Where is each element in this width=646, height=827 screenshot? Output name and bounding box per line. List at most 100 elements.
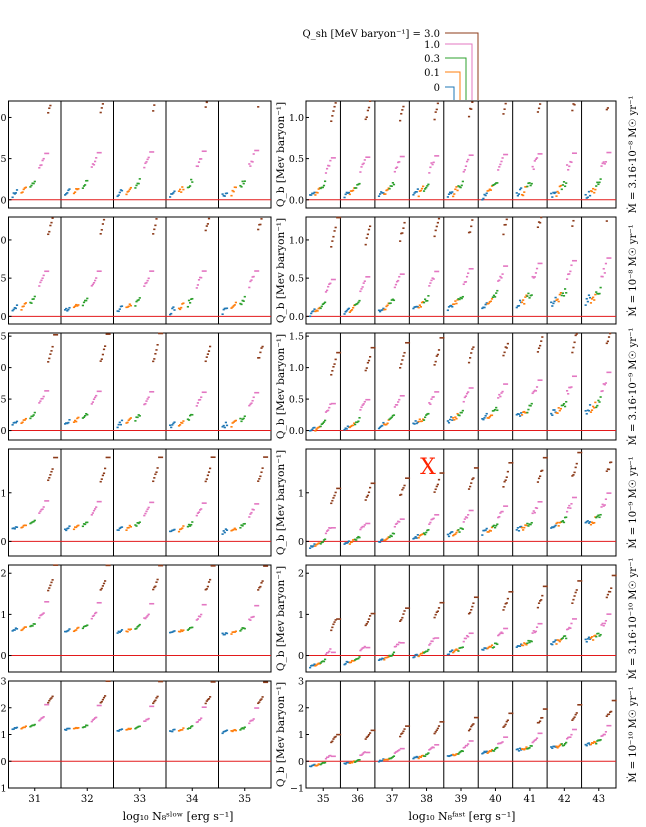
data-point xyxy=(134,187,137,189)
data-point xyxy=(40,279,43,282)
data-point xyxy=(92,614,96,617)
data-point xyxy=(571,351,574,354)
data-point xyxy=(533,276,536,278)
data-point xyxy=(68,419,71,421)
data-point xyxy=(72,306,76,309)
data-point xyxy=(146,279,149,282)
data-point xyxy=(522,194,525,197)
data-point xyxy=(243,180,246,182)
data-point xyxy=(461,295,464,298)
data-point xyxy=(66,422,69,425)
data-point xyxy=(199,615,202,618)
data-point xyxy=(362,282,365,284)
data-point xyxy=(534,272,538,274)
data-point xyxy=(171,424,174,426)
data-point xyxy=(134,524,137,526)
data-point xyxy=(86,179,89,182)
data-point xyxy=(395,750,399,753)
data-point xyxy=(42,612,45,614)
data-point xyxy=(530,182,533,185)
data-point xyxy=(92,281,96,284)
data-point xyxy=(569,627,572,629)
x-tick-label: 40 xyxy=(489,794,502,805)
data-point xyxy=(21,421,24,424)
data-point xyxy=(361,404,364,406)
data-point xyxy=(592,405,595,408)
data-point xyxy=(144,162,147,165)
data-point xyxy=(506,597,509,600)
data-point xyxy=(393,525,396,528)
data-point xyxy=(428,402,431,404)
data-point xyxy=(72,421,76,423)
data-point xyxy=(401,109,404,111)
data-point xyxy=(495,292,498,294)
data-point xyxy=(391,298,394,301)
data-point xyxy=(523,748,526,751)
data-point xyxy=(496,409,499,412)
data-point xyxy=(531,275,534,278)
data-point xyxy=(242,300,245,302)
data-point xyxy=(439,721,445,723)
data-point xyxy=(118,728,121,731)
data-point xyxy=(104,580,107,582)
data-point xyxy=(468,387,474,389)
data-point xyxy=(86,624,89,627)
data-point xyxy=(565,278,569,280)
data-point xyxy=(370,346,376,349)
data-point xyxy=(590,298,594,300)
data-point xyxy=(51,695,54,698)
data-point xyxy=(439,472,445,474)
data-point xyxy=(75,629,78,631)
data-point xyxy=(417,655,420,658)
data-point xyxy=(195,405,198,407)
y-tick-label: 2 xyxy=(298,569,304,580)
data-point xyxy=(508,462,514,464)
data-point xyxy=(210,681,216,683)
data-point xyxy=(324,291,328,293)
data-point xyxy=(324,172,328,174)
data-point xyxy=(363,400,366,403)
data-point xyxy=(231,422,234,424)
data-point xyxy=(145,616,148,618)
data-point xyxy=(310,429,313,432)
data-point xyxy=(464,165,468,168)
data-point xyxy=(204,702,207,705)
data-point xyxy=(432,396,435,398)
y-tick-label: 0.5 xyxy=(289,274,304,285)
data-point xyxy=(117,630,120,633)
data-point xyxy=(468,154,474,157)
data-point xyxy=(370,482,376,485)
data-point xyxy=(587,409,591,412)
data-point xyxy=(471,219,474,221)
data-point xyxy=(96,704,102,707)
data-point xyxy=(571,728,577,731)
data-point xyxy=(590,521,594,524)
data-point xyxy=(171,529,174,532)
data-point xyxy=(429,748,432,750)
data-point xyxy=(189,414,192,417)
data-point xyxy=(33,623,36,625)
data-point xyxy=(606,107,610,109)
data-point xyxy=(427,752,430,754)
data-point xyxy=(145,161,148,163)
data-point xyxy=(485,750,488,753)
data-point xyxy=(381,759,384,762)
data-point xyxy=(557,192,560,194)
data-point xyxy=(38,512,41,514)
data-point xyxy=(365,276,371,278)
data-point xyxy=(100,587,103,590)
data-point xyxy=(144,512,147,515)
data-point xyxy=(254,391,260,394)
data-point xyxy=(497,169,500,171)
data-point xyxy=(13,193,16,195)
data-point xyxy=(84,184,87,186)
data-point xyxy=(153,700,156,703)
data-point xyxy=(155,581,158,583)
data-point xyxy=(201,150,207,153)
data-point xyxy=(331,626,334,629)
data-point xyxy=(427,648,430,651)
data-point xyxy=(573,595,576,597)
data-point xyxy=(575,589,578,591)
data-point xyxy=(529,184,532,187)
data-point xyxy=(434,744,440,746)
